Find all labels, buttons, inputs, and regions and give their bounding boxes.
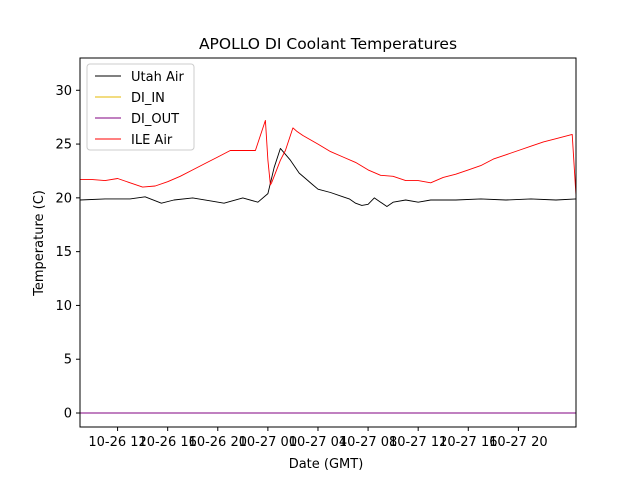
y-tick-label: 0: [64, 407, 72, 422]
y-tick-label: 15: [55, 245, 72, 260]
x-axis-label: Date (GMT): [289, 457, 364, 472]
x-tick-label: 10-27 04: [289, 435, 347, 450]
y-tick-label: 10: [55, 299, 72, 314]
y-tick-label: 25: [55, 138, 72, 153]
series-line-ile-air: [80, 119, 576, 196]
x-tick-label: 10-27 16: [439, 435, 497, 450]
y-axis-label: Temperature (C): [32, 190, 47, 297]
y-tick-label: 20: [55, 191, 72, 206]
plot-area: [79, 57, 577, 428]
x-tick-label: 10-26 20: [189, 435, 247, 450]
x-tick-label: 10-27 20: [489, 435, 547, 450]
x-tick-label: 10-26 12: [88, 435, 146, 450]
chart-title: APOLLO DI Coolant Temperatures: [199, 35, 457, 53]
y-tick-label: 30: [55, 84, 72, 99]
x-tick-label: 10-27 08: [339, 435, 397, 450]
legend-label: Utah Air: [131, 70, 184, 85]
x-tick-label: 10-26 16: [138, 435, 196, 450]
series-line-utah-air: [80, 147, 576, 207]
legend-box: [86, 63, 195, 151]
y-tick-label: 5: [64, 353, 72, 368]
legend-label: ILE Air: [131, 133, 173, 148]
x-tick-label: 10-27 12: [389, 435, 447, 450]
legend-label: DI_IN: [131, 91, 165, 106]
x-tick-label: 10-27 00: [239, 435, 297, 450]
legend-label: DI_OUT: [131, 112, 179, 127]
